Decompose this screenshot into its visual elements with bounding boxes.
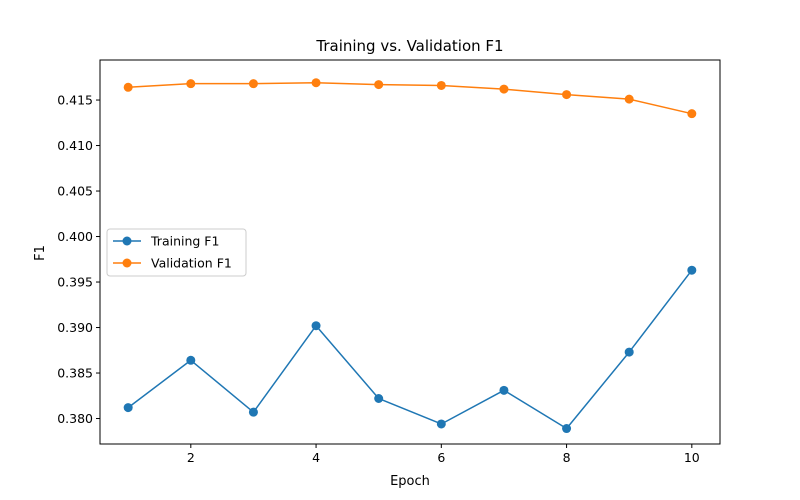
training-f1-point bbox=[562, 424, 572, 434]
y-axis-label: F1 bbox=[33, 245, 48, 261]
x-tick-label: 6 bbox=[437, 450, 445, 465]
y-tick-label: 0.405 bbox=[57, 184, 93, 199]
y-tick-label: 0.390 bbox=[57, 320, 93, 335]
x-tick-label: 4 bbox=[312, 450, 320, 465]
training-f1-point bbox=[123, 403, 133, 413]
training-f1-line bbox=[127, 269, 693, 430]
training-f1-point bbox=[624, 347, 634, 357]
x-axis-label: Epoch bbox=[390, 474, 430, 489]
y-tick-label: 0.400 bbox=[57, 229, 93, 244]
validation-f1-point bbox=[687, 109, 697, 119]
y-tick-label: 0.410 bbox=[57, 138, 93, 153]
x-tick-label: 8 bbox=[563, 450, 571, 465]
validation-f1-point bbox=[562, 90, 572, 100]
training-f1-point bbox=[248, 407, 258, 417]
legend: Training F1 Validation F1 bbox=[106, 228, 247, 277]
x-tick-label: 10 bbox=[684, 450, 700, 465]
y-tick-label: 0.385 bbox=[57, 366, 93, 381]
legend-marker-training-f1 bbox=[122, 236, 132, 246]
validation-f1-point bbox=[374, 80, 384, 90]
x-tick-label: 2 bbox=[187, 450, 195, 465]
axes-frame bbox=[99, 59, 721, 445]
y-tick-label: 0.380 bbox=[57, 411, 93, 426]
training-f1-point bbox=[499, 385, 509, 395]
training-f1-point bbox=[186, 355, 196, 365]
training-f1-point bbox=[374, 394, 384, 404]
legend-label-validation-f1: Validation F1 bbox=[151, 256, 232, 271]
validation-f1-point bbox=[499, 84, 509, 94]
plot-area: 2 4 6 8 10 0.380 0.385 0.390 0.395 0.400 0.405 0.41… bbox=[57, 78, 700, 465]
validation-f1-point bbox=[624, 94, 634, 104]
legend-marker-validation-f1 bbox=[122, 258, 132, 268]
y-tick-label: 0.395 bbox=[57, 275, 93, 290]
y-tick-label: 0.415 bbox=[57, 93, 93, 108]
legend-label-training-f1: Training F1 bbox=[150, 234, 219, 249]
validation-f1-point bbox=[436, 80, 446, 90]
validation-f1-point bbox=[186, 79, 196, 89]
training-f1-point bbox=[311, 321, 321, 331]
training-f1-point bbox=[436, 419, 446, 429]
validation-f1-line bbox=[128, 81, 692, 115]
training-f1-point bbox=[687, 265, 697, 275]
legend-box bbox=[106, 228, 247, 277]
validation-f1-point bbox=[248, 79, 258, 89]
validation-f1-point bbox=[123, 82, 133, 92]
validation-f1-point bbox=[311, 78, 321, 88]
chart-title: Training vs. Validation F1 bbox=[315, 37, 503, 55]
